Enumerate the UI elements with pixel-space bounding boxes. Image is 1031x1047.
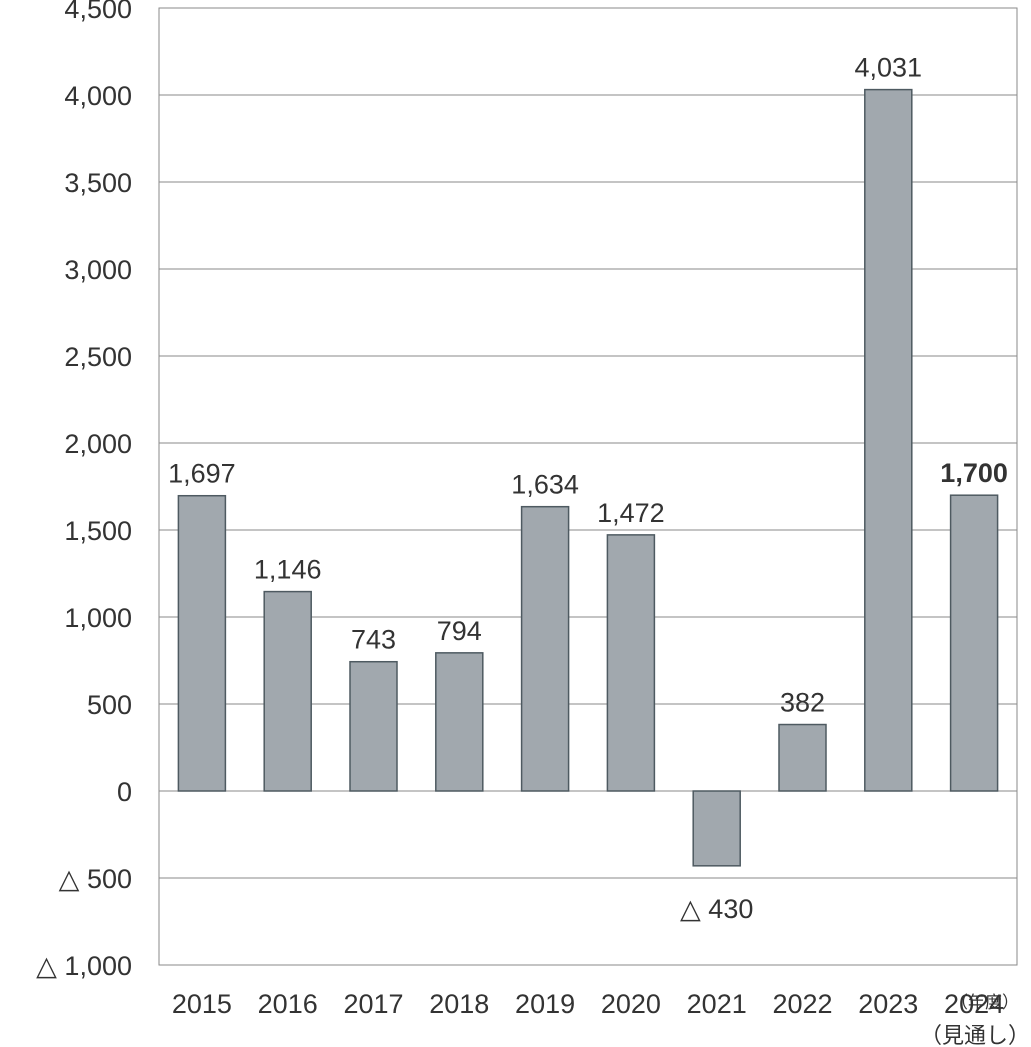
- bar-2016: [263, 590, 312, 792]
- y-tick-label: 500: [87, 690, 132, 720]
- data-label: 1,697: [168, 459, 236, 489]
- data-label: △ 430: [680, 894, 753, 924]
- data-label: 382: [780, 688, 825, 718]
- x-tick-label: 2020: [601, 989, 661, 1019]
- plot-border: [158, 7, 1018, 966]
- x-axis-unit-label: （年度）: [951, 993, 1019, 1013]
- data-label: 1,146: [254, 555, 322, 585]
- x-tick-label: 2017: [343, 989, 403, 1019]
- x-tick-label: 2021: [687, 989, 747, 1019]
- data-label: 1,634: [511, 470, 579, 500]
- bar-2018: [435, 652, 484, 792]
- bar-2024: [949, 494, 999, 792]
- data-label: 743: [351, 625, 396, 655]
- y-tick-label: 2,000: [64, 429, 132, 459]
- plot-frame: [158, 7, 1018, 966]
- bar-2023: [864, 88, 913, 792]
- x-tick-label: 2018: [429, 989, 489, 1019]
- y-tick-label: 1,000: [64, 603, 132, 633]
- data-label: 794: [437, 616, 482, 646]
- y-tick-label: △ 1,000: [36, 951, 132, 981]
- x-tick-label: 2016: [258, 989, 318, 1019]
- y-tick-label: △ 500: [59, 864, 132, 894]
- x-tick-label: 2022: [772, 989, 832, 1019]
- bar-2017: [349, 660, 398, 792]
- bar-2019: [520, 505, 570, 792]
- x-tick-label: 2024: [944, 989, 1004, 1019]
- y-axis-tick-labels: 4,500 4,000 3,500 3,000 2,500 2,000 1,500 1,000…: [36, 0, 132, 981]
- y-tick-label: 4,500: [64, 0, 132, 24]
- x-tick-label: 2023: [858, 989, 918, 1019]
- y-tick-label: 2,500: [64, 342, 132, 372]
- data-label: 4,031: [855, 53, 923, 83]
- y-tick-label: 1,500: [64, 516, 132, 546]
- bar-2020: [606, 534, 656, 792]
- x-tick-label: 2015: [172, 989, 232, 1019]
- y-tick-label: 3,000: [64, 255, 132, 285]
- bars: [177, 88, 999, 867]
- bar-2015: [177, 494, 227, 792]
- last-category-note: （見通し）: [920, 1024, 1030, 1047]
- data-label: 1,472: [597, 498, 665, 528]
- x-tick-label: 2019: [515, 989, 575, 1019]
- bar-2022: [778, 723, 827, 792]
- y-tick-label: 0: [117, 777, 132, 807]
- bar-2021: [692, 790, 741, 867]
- y-tick-label: 3,500: [64, 168, 132, 198]
- data-label: 1,700: [940, 458, 1008, 488]
- y-tick-label: 4,000: [64, 81, 132, 111]
- x-axis-tick-labels: 2015 2016 2017 2018 2019 2020 2021 2022 2023 2024: [172, 989, 1004, 1019]
- data-labels: 1,697 1,146 743 794 1,634 1,472 △ 430 382 4,031 1…: [168, 53, 1008, 924]
